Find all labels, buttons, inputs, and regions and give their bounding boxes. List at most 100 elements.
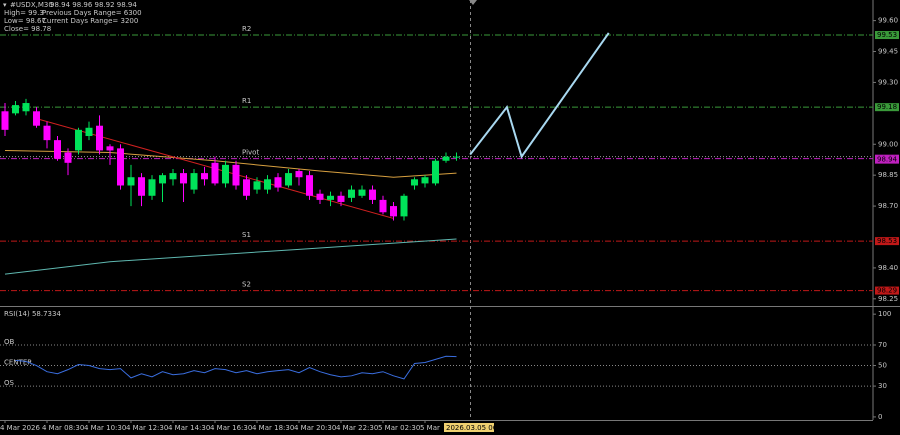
candle-body xyxy=(159,175,166,184)
level-price: 98.29 xyxy=(877,287,897,295)
y-tick-label: 0 xyxy=(878,413,882,421)
ohlc: 98.94 98.96 98.92 98.94 xyxy=(50,1,137,9)
info: Previous Days Range= 6300 xyxy=(42,9,142,17)
candle-body xyxy=(264,179,271,190)
candle-body xyxy=(211,162,219,184)
candle-body xyxy=(411,179,418,186)
candle-body xyxy=(148,179,156,196)
cursor-time-box xyxy=(444,423,494,432)
candle-body xyxy=(190,173,198,190)
x-tick-label: 5 Mar 02:30 xyxy=(378,424,420,432)
level-price-box xyxy=(875,237,899,246)
rsi-title: RSI(14) 58.7334 xyxy=(4,310,61,318)
candle-body xyxy=(358,189,366,196)
y-tick-label: 50 xyxy=(878,362,887,370)
info: Low= 98.67 xyxy=(4,17,46,25)
info: Close= 98.78 xyxy=(4,25,51,33)
y-tick-label: 100 xyxy=(878,310,891,318)
candle-body xyxy=(85,127,93,137)
candle-body xyxy=(43,125,51,141)
toggle-icon: ▾ xyxy=(3,1,7,9)
candle-body xyxy=(75,129,82,151)
candle-body xyxy=(390,206,397,217)
candle-body xyxy=(201,173,208,180)
candle-body xyxy=(64,152,72,163)
y-tick-label: 98.25 xyxy=(878,295,898,303)
candle-body xyxy=(96,125,103,151)
level-price: 99.18 xyxy=(877,103,897,111)
candle-body xyxy=(138,177,145,196)
y-tick-label: 99.45 xyxy=(878,48,898,56)
candle-body xyxy=(316,193,324,200)
price-label: 98.94 xyxy=(877,156,898,164)
y-tick-label: 99.60 xyxy=(878,17,898,25)
candle-body xyxy=(106,146,114,151)
overlay-line xyxy=(4,149,457,178)
candle-body xyxy=(400,195,408,217)
candle-body xyxy=(285,173,292,186)
candle-body xyxy=(22,103,30,112)
x-tick-label: 4 Mar 18:30 xyxy=(252,424,294,432)
x-tick-label: 5 Mar xyxy=(420,424,440,432)
candle-body xyxy=(33,111,40,126)
x-tick-label: 4 Mar 08:30 xyxy=(42,424,84,432)
candle-body xyxy=(432,160,439,184)
y-tick-label: 98.70 xyxy=(878,202,898,210)
cursor-marker xyxy=(469,0,477,5)
y-tick-label: 98.85 xyxy=(878,171,898,179)
price-box xyxy=(875,155,899,164)
y-tick-label: 70 xyxy=(878,341,887,349)
level-price-box xyxy=(875,103,899,112)
info: Current Days Range= 3200 xyxy=(42,17,138,25)
info: High= 99.3 xyxy=(4,9,44,17)
rsi-level-name: OS xyxy=(4,379,15,387)
rsi-level-name: OB xyxy=(4,338,15,346)
x-tick-label: 4 Mar 22:30 xyxy=(336,424,378,432)
y-tick-label: 98.40 xyxy=(878,264,898,272)
y-tick-label: 30 xyxy=(878,382,887,390)
candle-body xyxy=(232,164,240,186)
x-tick-label: 4 Mar 14:30 xyxy=(168,424,210,432)
x-tick-label: 4 Mar 2026 xyxy=(0,424,40,432)
rsi-line xyxy=(15,355,457,380)
overlay-line xyxy=(469,32,610,159)
candle-body xyxy=(306,175,313,196)
pivot-level-name: S2 xyxy=(242,281,251,289)
candle-body xyxy=(421,177,429,184)
rsi-level-name: CENTER xyxy=(4,359,32,367)
x-tick-label: 4 Mar 16:30 xyxy=(210,424,252,432)
candle-body xyxy=(253,181,261,190)
candle-body xyxy=(54,140,61,159)
candle-body xyxy=(369,189,376,200)
candle-body xyxy=(327,195,334,200)
level-price: 99.53 xyxy=(877,31,897,39)
y-tick-label: 99.30 xyxy=(878,78,898,86)
candle-body xyxy=(442,156,450,161)
candle-body xyxy=(453,156,460,158)
pivot-level-name: R2 xyxy=(242,25,251,33)
level-price-box xyxy=(875,286,899,295)
x-tick-label: 4 Mar 10:30 xyxy=(84,424,126,432)
candle-body xyxy=(379,199,387,213)
candle-body xyxy=(243,179,250,196)
overlay-line xyxy=(4,238,457,275)
x-tick-label: 4 Mar 12:30 xyxy=(126,424,168,432)
y-tick-label: 99.00 xyxy=(878,140,898,148)
candle-body xyxy=(274,177,282,188)
candle-body xyxy=(169,173,177,180)
candle-body xyxy=(337,195,345,202)
candle-body xyxy=(222,164,229,184)
cursor-time: 2026.03.05 06:30 xyxy=(446,424,508,432)
candle-body xyxy=(295,171,303,178)
level-price: 98.53 xyxy=(877,237,897,245)
pivot-level-name: S1 xyxy=(242,231,251,239)
candle-body xyxy=(1,111,9,130)
symbol: #USDX,M30 xyxy=(10,1,53,9)
candle-body xyxy=(12,105,19,114)
candle-body xyxy=(117,148,124,186)
candle-body xyxy=(180,173,187,184)
x-tick-label: 4 Mar 20:30 xyxy=(294,424,336,432)
pivot-level-name: Pivot xyxy=(242,149,259,157)
